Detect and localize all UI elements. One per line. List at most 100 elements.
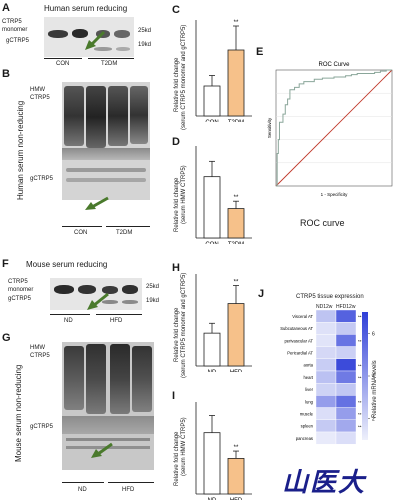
bar-con (203, 85, 221, 117)
heatmap-row-label: pancreas (296, 436, 313, 441)
heatmap-cell (315, 431, 337, 445)
roc-xlabel: 1 - Specificity (321, 192, 349, 197)
heatmap-cell (315, 407, 337, 420)
panel-g-arrow-icon (91, 442, 113, 458)
heatmap-row-label: spleen (301, 424, 314, 429)
panel-label-d: D (172, 136, 180, 148)
panel-g-group2: HFD (122, 487, 135, 493)
panel-b-arrow-icon (85, 196, 109, 210)
panel-b-blot (62, 82, 150, 200)
x-tick-label: HFD (230, 498, 243, 500)
heatmap-cell (315, 419, 337, 433)
x-tick-label: HFD (230, 370, 243, 372)
heatmap-cell (315, 321, 337, 335)
bar-t2dm (227, 49, 245, 117)
panel-label-c: C (172, 4, 180, 16)
heatmap-row-label: muscle (300, 412, 314, 417)
panel-label-h: H (172, 262, 180, 274)
heatmap-significance: ** (358, 400, 362, 405)
chart-h: ND HFD ** (195, 274, 252, 372)
x-tick-label: CON (205, 242, 218, 244)
heatmap-significance: ** (358, 376, 362, 381)
chart-e: ROC Curve 1 - Specificity Sensitivity (267, 62, 393, 197)
panel-a-title: Human serum reducing (44, 4, 128, 13)
x-tick-label: ND (208, 370, 217, 372)
panel-label-f: F (2, 258, 9, 270)
heatmap-row-label: lung (305, 399, 314, 404)
bar-nd (203, 332, 221, 367)
x-tick-label: T2DM (228, 242, 244, 244)
bar-con (203, 176, 221, 239)
panel-j-col1: ND12w (316, 304, 333, 310)
panel-f-group1: ND (64, 318, 73, 324)
panel-label-j: J (258, 288, 265, 300)
watermark-logo: 山医大 (282, 468, 367, 498)
heatmap-significance: ** (358, 412, 362, 417)
chart-d: CON T2DM ** (195, 146, 252, 244)
panel-f-arrow-icon (87, 292, 109, 310)
colorbar (362, 312, 368, 440)
heatmap-cell (335, 382, 357, 396)
x-tick-label: T2DM (228, 120, 244, 122)
panel-a-group1: CON (56, 61, 70, 67)
panel-a-monomer-label: CTRP5 monomer (2, 19, 28, 33)
panel-label-i: I (172, 390, 176, 402)
panel-label-b: B (2, 68, 10, 80)
panel-a-group2: T2DM (101, 61, 118, 67)
panel-b-group2-line (106, 226, 150, 227)
panel-f-group1-line (50, 314, 90, 315)
panel-j-col2: HFD12w (336, 304, 356, 310)
panel-g-g-label: gCTRP5 (30, 424, 54, 430)
colorbar-tick-label: 4 (372, 374, 375, 380)
heatmap-row-label: heart (303, 375, 313, 380)
panel-h-ylabel1: Relative fold change (174, 307, 180, 362)
chart-i: ND HFD ** (195, 402, 252, 500)
heatmap-cell (315, 395, 337, 408)
panel-d-ylabel1: Relative fold change (174, 177, 180, 232)
panel-f-kd-top: 25kd (146, 284, 160, 290)
significance-label: ** (234, 20, 239, 26)
panel-g-hmw-label: HMW CTRP5 (30, 345, 50, 359)
heatmap-cell (335, 419, 357, 433)
panel-a-group1-line (44, 58, 82, 59)
heatmap-row-label: Visceral AT (292, 314, 313, 319)
heatmap-row-label: Pericardial AT (287, 351, 313, 356)
panel-b-g-label: gCTRP5 (30, 176, 54, 182)
heatmap-row-label: liver (305, 387, 313, 392)
chart-j: Visceral AT ** Subcutaneous AT perivascular… (280, 310, 375, 445)
heatmap-cell (335, 395, 357, 408)
bar-hfd (227, 303, 245, 367)
panel-g-group1-line (62, 482, 104, 483)
heatmap-cell (335, 310, 357, 323)
panel-g-group1: ND (78, 487, 87, 493)
panel-a-blot (44, 17, 134, 57)
colorbar-tick-label: 2 (372, 417, 375, 423)
heatmap-cell (315, 382, 337, 396)
panel-f-group2: HFD (110, 318, 123, 324)
panel-label-a: A (2, 2, 10, 14)
heatmap-cell (315, 346, 337, 359)
panel-a-kd-bottom: 19kd (138, 42, 152, 48)
panel-f-kd-bottom: 19kd (146, 298, 160, 304)
significance-label: ** (234, 445, 239, 451)
x-tick-label: CON (205, 120, 218, 122)
heatmap-cell (335, 370, 357, 384)
panel-a-g-label: gCTRP5 (6, 38, 30, 44)
panel-label-g: G (2, 332, 11, 344)
significance-label: ** (234, 195, 239, 201)
roc-title: ROC Curve (318, 62, 350, 68)
heatmap-row-label: aorta (303, 363, 313, 368)
panel-b-hmw-label: HMW CTRP5 (30, 87, 50, 101)
roc-ylabel: Sensitivity (267, 117, 272, 138)
panel-f-monomer-label: CTRP5 monomer (8, 279, 34, 293)
panel-b-group1-line (62, 226, 102, 227)
heatmap-cell (315, 334, 337, 347)
heatmap-cell (315, 358, 337, 372)
heatmap-significance: ** (358, 339, 362, 344)
bar-hfd (227, 458, 245, 495)
heatmap-cell (335, 321, 357, 335)
panel-a-group2-line (88, 58, 134, 59)
panel-j-title: CTRP5 tissue expression (296, 294, 364, 300)
significance-label: ** (234, 280, 239, 286)
heatmap-significance: ** (358, 315, 362, 320)
